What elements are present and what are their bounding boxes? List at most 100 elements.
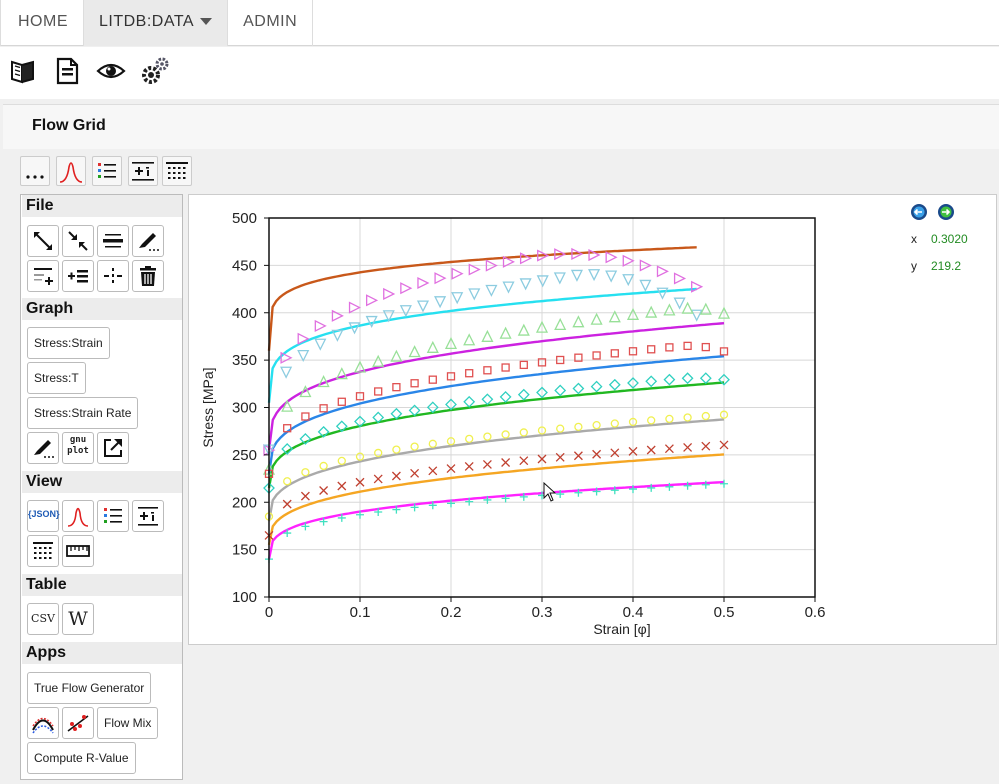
marker-tri-down [280, 366, 293, 379]
insert-rows-icon[interactable] [62, 260, 94, 292]
view-plus-rows-icon[interactable] [132, 500, 164, 532]
x-tick-label: 0.1 [350, 604, 371, 621]
true-flow-generator-button[interactable]: True Flow Generator [27, 672, 152, 704]
view-columns-icon[interactable] [27, 535, 59, 567]
split-icon[interactable] [97, 260, 129, 292]
marker-tri-down [502, 281, 515, 294]
marker-tri-down [365, 315, 378, 329]
panel-title: Flow Grid [3, 105, 999, 149]
trash-icon[interactable] [132, 260, 164, 292]
marker-tri-down [605, 270, 618, 283]
view-list-icon[interactable] [97, 500, 129, 532]
nav-tab-litdb-data[interactable]: LITDB:DATA [84, 0, 229, 46]
view-bell-curve-icon[interactable] [62, 500, 94, 532]
marker-diamond [499, 390, 512, 403]
marker-plus [629, 485, 637, 494]
columns-icon[interactable] [162, 156, 192, 186]
marker-tri-up [626, 307, 640, 320]
more-icon[interactable] [20, 156, 50, 186]
marker-plus [337, 513, 346, 522]
gnuplot-button[interactable]: gnu plot [62, 432, 94, 464]
marker-plus [647, 483, 656, 492]
json-button[interactable]: {JSON} [27, 500, 60, 532]
marker-plus [720, 479, 728, 488]
add-row-icon[interactable] [27, 260, 59, 292]
marker-plus [701, 480, 710, 489]
wikipedia-button[interactable]: W [62, 603, 94, 635]
marker-tri-right [656, 265, 669, 278]
marker-tri-up [535, 320, 549, 333]
marker-tri-up [335, 367, 348, 380]
marker-tri-up [608, 310, 621, 323]
marker-tri-down [382, 310, 395, 323]
marker-diamond [517, 388, 530, 401]
marker-circle [574, 422, 583, 432]
collapse-icon[interactable] [62, 225, 94, 257]
bell-curve-icon[interactable] [56, 156, 86, 186]
marker-square [428, 375, 437, 384]
marker-square [519, 360, 528, 370]
marker-tri-down [451, 292, 464, 305]
flow-curve-chart[interactable]: 0 0.1 0.2 0.3 0.4 0.5 0.6 100 150 200 250 300 350 400… [189, 195, 998, 646]
align-icon[interactable] [97, 225, 129, 257]
csv-button[interactable]: CSV [27, 603, 59, 635]
marker-tri-down [570, 269, 583, 282]
marker-diamond [572, 382, 585, 395]
zoom-in-icon[interactable] [937, 203, 955, 221]
marker-square [446, 372, 456, 381]
fit-curve-icon[interactable] [27, 707, 59, 739]
stress-strain-button[interactable]: Stress:Strain [27, 327, 110, 359]
plus-rows-icon[interactable] [128, 156, 158, 186]
regression-icon[interactable] [62, 707, 94, 739]
marker-tri-up [481, 329, 494, 342]
y-tick-label: 450 [232, 257, 257, 274]
marker-plus [392, 505, 401, 514]
marker-square [465, 369, 474, 378]
external-link-icon[interactable] [97, 432, 129, 464]
marker-diamond [608, 378, 621, 391]
nav-tab-litdb-data-label: LITDB:DATA [99, 13, 195, 30]
marker-tri-right [451, 267, 464, 280]
marker-x [519, 456, 529, 466]
document-icon[interactable] [52, 56, 82, 86]
chart-container: 0 0.1 0.2 0.3 0.4 0.5 0.6 100 150 200 250 300 350 400… [188, 194, 997, 645]
list-icon[interactable] [92, 156, 122, 186]
y-readout-value: 219.2 [931, 259, 962, 273]
zoom-out-icon[interactable] [910, 203, 928, 221]
marker-plus [374, 508, 383, 517]
marker-tri-down [536, 275, 549, 288]
marker-tri-down [297, 349, 310, 363]
marker-circle [647, 416, 656, 425]
marker-tri-down [673, 297, 686, 310]
json-label: {JSON} [28, 509, 60, 519]
graph-edit-icon[interactable] [27, 432, 59, 464]
flow-mix-button[interactable]: Flow Mix [97, 707, 159, 739]
compute-r-value-button[interactable]: Compute R-Value [27, 742, 136, 774]
book-icon[interactable] [8, 56, 38, 86]
marker-tri-right [571, 247, 584, 261]
stress-t-button[interactable]: Stress:T [27, 362, 86, 394]
marker-x [482, 459, 492, 469]
eye-icon[interactable] [96, 56, 126, 86]
marker-tri-right [622, 254, 635, 267]
gears-icon[interactable] [140, 56, 170, 86]
marker-diamond [681, 372, 694, 385]
marker-circle [592, 421, 601, 430]
marker-diamond [408, 404, 421, 417]
marker-diamond [372, 411, 385, 424]
marker-tri-right [673, 272, 687, 285]
expand-icon[interactable] [27, 225, 59, 257]
marker-tri-right [348, 301, 361, 314]
marker-tri-down [485, 284, 498, 297]
marker-diamond [463, 395, 476, 408]
marker-tri-up [353, 360, 367, 373]
ruler-icon[interactable] [62, 535, 94, 567]
edit-icon[interactable] [132, 225, 164, 257]
stress-strain-rate-button[interactable]: Stress:Strain Rate [27, 397, 139, 429]
nav-tab-admin[interactable]: ADMIN [228, 0, 314, 46]
y-tick-label: 500 [232, 210, 257, 227]
marker-x [537, 454, 547, 464]
marker-x [701, 441, 711, 451]
nav-tab-home[interactable]: HOME [0, 0, 84, 46]
marker-circle [483, 432, 492, 441]
